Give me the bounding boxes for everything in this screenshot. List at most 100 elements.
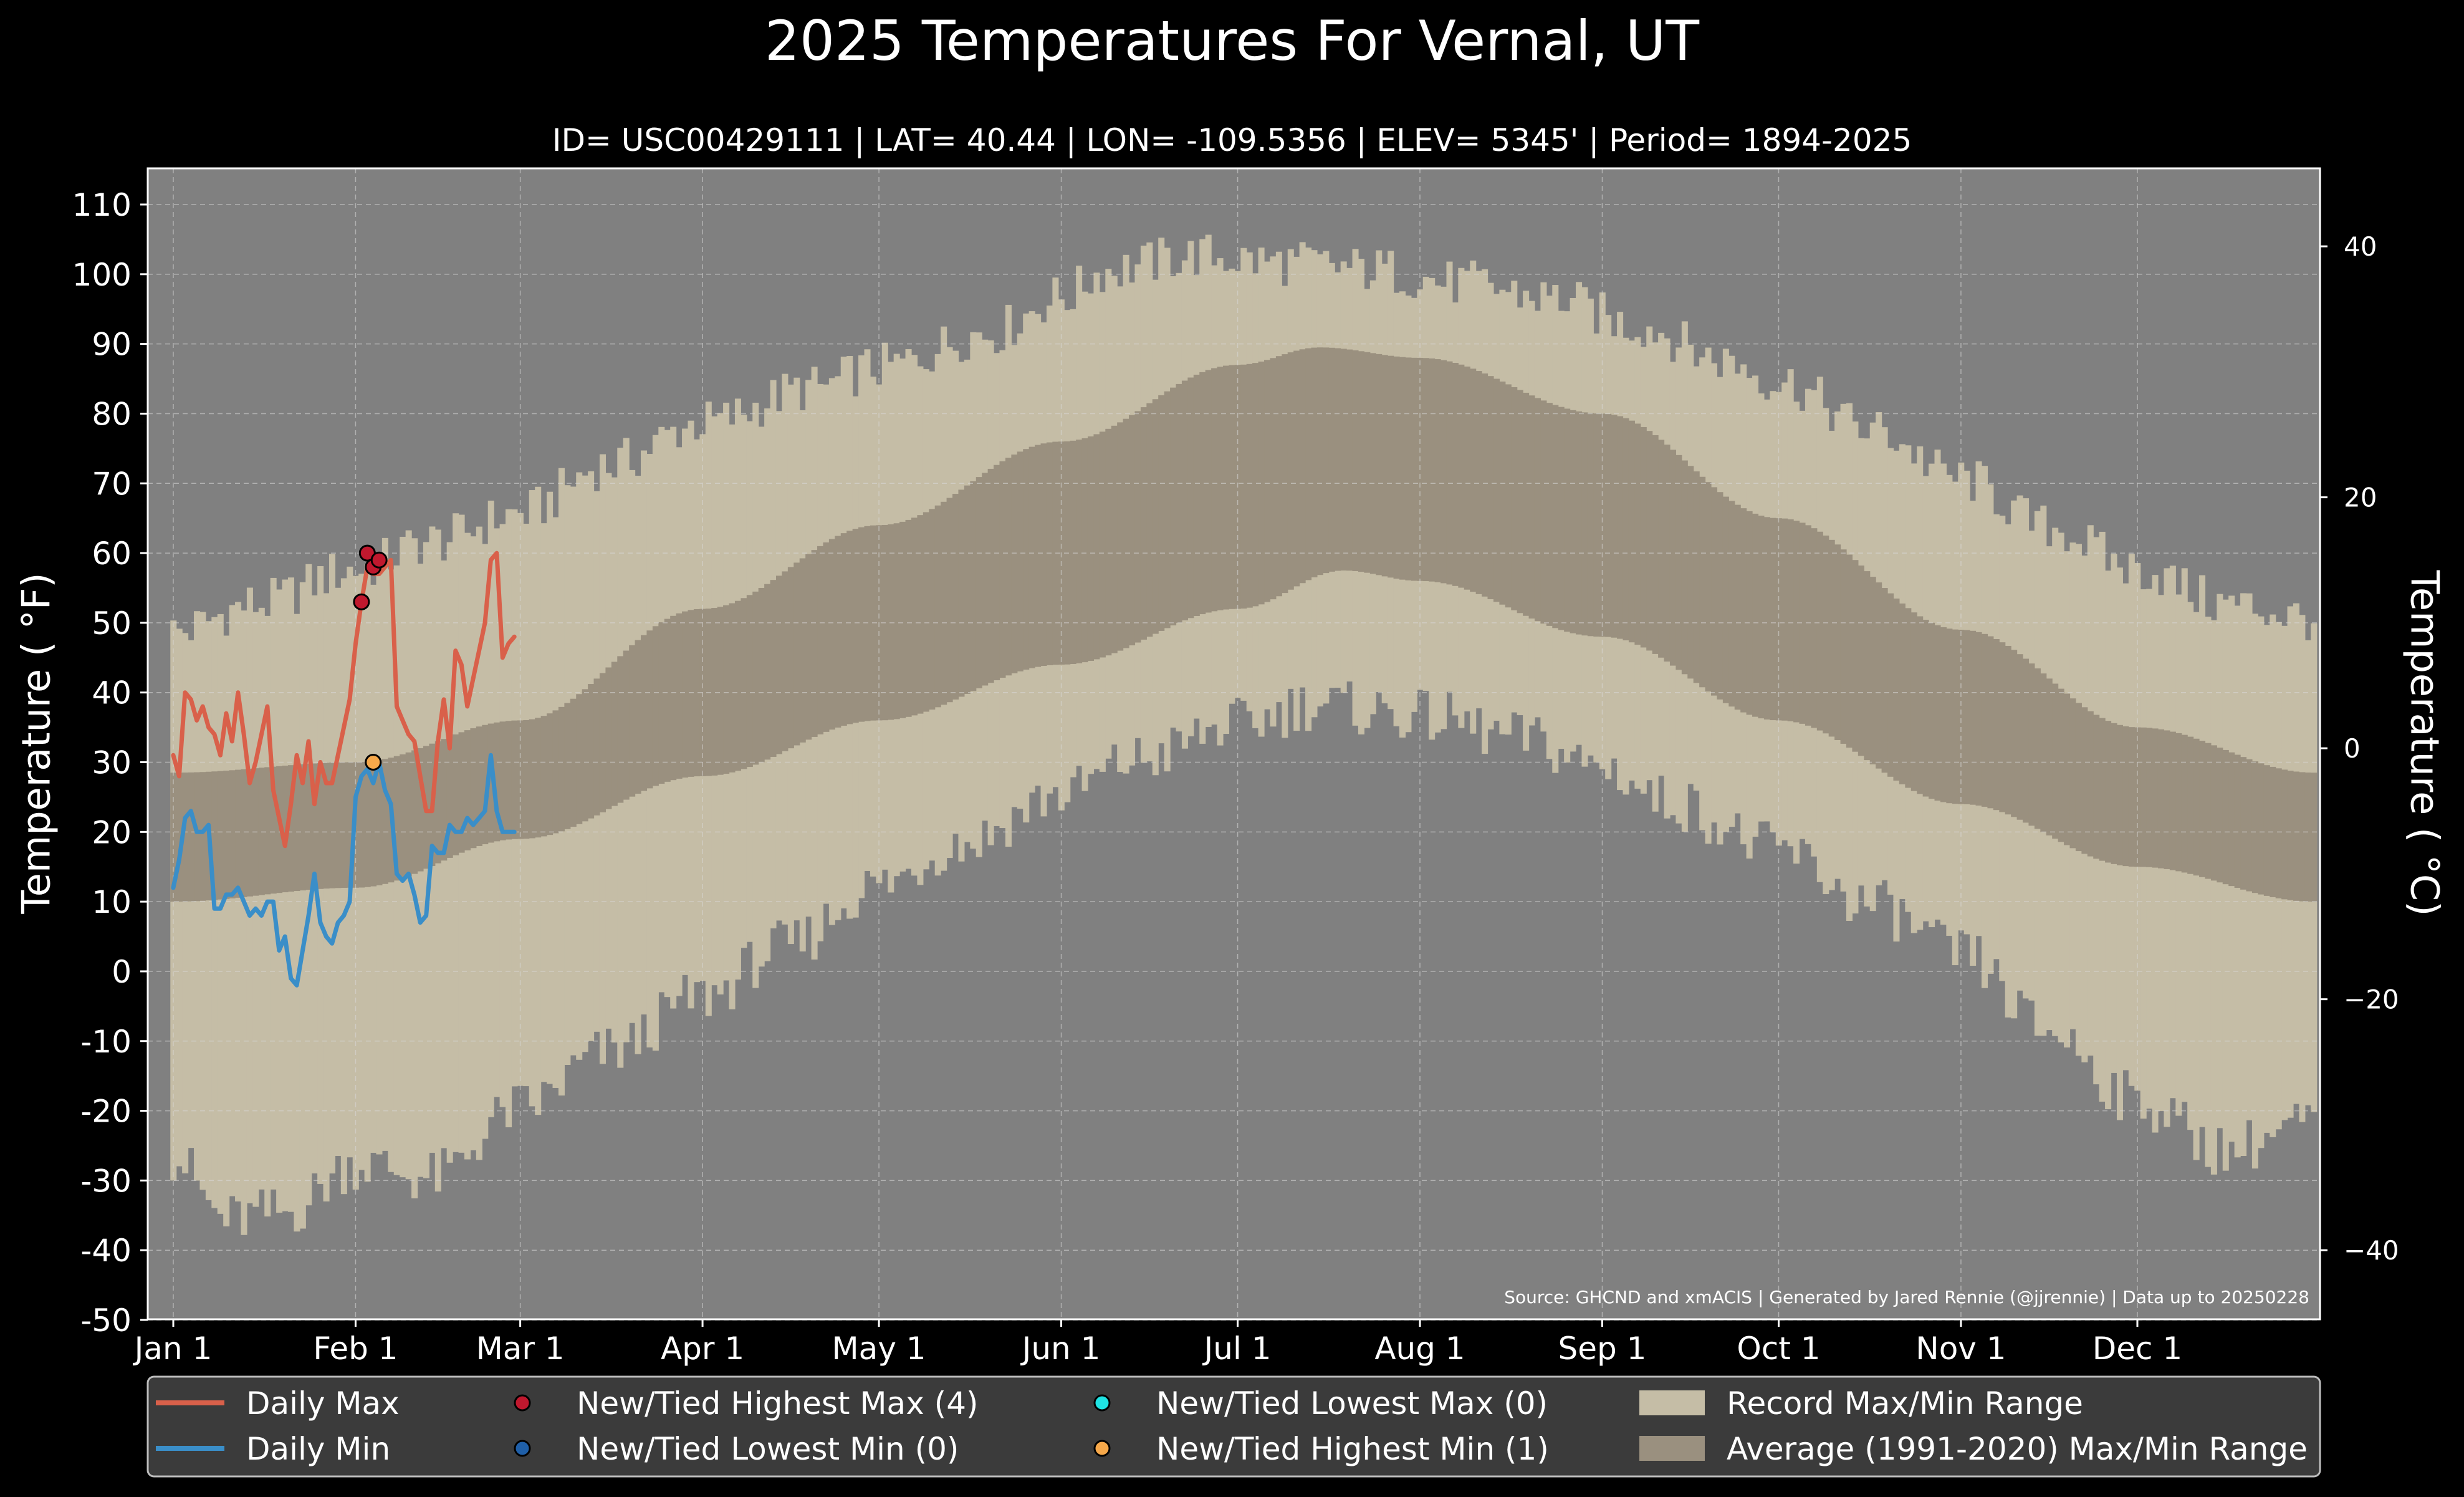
normal-range-bar bbox=[1275, 356, 1282, 597]
normal-range-bar bbox=[1422, 358, 1429, 582]
normal-range-bar bbox=[1652, 435, 1659, 654]
normal-range-bar bbox=[2228, 752, 2235, 887]
normal-range-bar bbox=[593, 678, 600, 816]
normal-range-bar bbox=[958, 489, 965, 697]
normal-range-bar bbox=[911, 517, 918, 716]
normal-range-bar bbox=[2175, 733, 2182, 872]
normal-range-bar bbox=[2169, 731, 2176, 870]
normal-range-bar bbox=[535, 718, 542, 838]
normal-range-bar bbox=[217, 771, 224, 900]
normal-range-bar bbox=[434, 741, 441, 864]
normal-range-bar bbox=[311, 763, 318, 890]
normal-range-bar bbox=[1328, 347, 1335, 572]
normal-range-bar bbox=[1975, 632, 1982, 806]
normal-range-bar bbox=[499, 721, 506, 840]
normal-range-bar bbox=[1599, 413, 1606, 637]
normal-range-bar bbox=[664, 619, 671, 782]
record-range-bar bbox=[241, 610, 247, 1235]
normal-range-bar bbox=[1264, 360, 1271, 602]
normal-range-bar bbox=[2311, 773, 2318, 902]
normal-range-bar bbox=[2128, 727, 2135, 867]
normal-range-bar bbox=[982, 473, 989, 686]
normal-range-bar bbox=[2234, 754, 2241, 888]
plot-frame bbox=[146, 167, 2321, 1321]
normal-range-bar bbox=[758, 587, 765, 763]
normal-range-bar bbox=[1929, 622, 1935, 799]
normal-range-bar bbox=[688, 610, 694, 777]
normal-range-bar bbox=[1129, 415, 1136, 646]
normal-range-bar bbox=[746, 595, 753, 768]
normal-range-bar bbox=[1940, 627, 1947, 802]
normal-range-bar bbox=[317, 763, 324, 889]
normal-range-bar bbox=[676, 613, 683, 779]
normal-range-bar bbox=[2287, 771, 2294, 900]
normal-range-bar bbox=[1669, 450, 1677, 666]
normal-range-bar bbox=[1999, 642, 2006, 812]
normal-range-bar bbox=[1487, 376, 1494, 599]
normal-range-bar bbox=[1987, 636, 1994, 809]
normal-range-bar bbox=[835, 536, 841, 728]
y-tick-label-left: 0 bbox=[112, 954, 132, 990]
normal-range-bar bbox=[846, 531, 853, 724]
normal-range-bar bbox=[2040, 673, 2047, 832]
normal-range-bar bbox=[864, 526, 871, 721]
normal-range-bar bbox=[2064, 693, 2071, 845]
legend-new-lowest-max-swatch bbox=[1093, 1394, 1111, 1412]
normal-range-bar bbox=[552, 710, 559, 834]
normal-range-bar bbox=[323, 763, 330, 889]
normal-range-bar bbox=[693, 609, 700, 777]
normal-range-bar bbox=[1388, 355, 1394, 578]
x-tick-label: Jan 1 bbox=[133, 1331, 213, 1367]
normal-range-bar bbox=[1252, 363, 1259, 607]
normal-range-bar bbox=[1311, 347, 1318, 577]
normal-range-bar bbox=[1981, 633, 1988, 807]
normal-range-bar bbox=[294, 764, 300, 892]
normal-range-bar bbox=[682, 611, 689, 778]
normal-range-bar bbox=[1222, 365, 1230, 610]
normal-range-bar bbox=[929, 509, 936, 710]
normal-range-bar bbox=[376, 760, 383, 885]
normal-range-bar bbox=[2011, 650, 2018, 817]
normal-range-bar bbox=[1711, 487, 1718, 696]
record-range-bar bbox=[287, 577, 294, 1212]
normal-range-bar bbox=[1887, 593, 1894, 777]
normal-range-bar bbox=[2005, 645, 2011, 815]
normal-range-bar bbox=[1952, 629, 1958, 804]
normal-range-bar bbox=[170, 773, 177, 902]
normal-range-bar bbox=[805, 554, 812, 740]
normal-range-bar bbox=[617, 656, 624, 803]
normal-range-bar bbox=[223, 771, 230, 899]
normal-range-bar bbox=[611, 662, 618, 806]
normal-range-bar bbox=[1040, 443, 1047, 667]
normal-range-bar bbox=[623, 650, 630, 800]
normal-range-bar bbox=[2152, 728, 2159, 868]
record-range-bar bbox=[276, 589, 283, 1213]
normal-range-bar bbox=[1852, 560, 1859, 752]
normal-range-bar bbox=[1211, 368, 1218, 612]
normal-range-bar bbox=[1946, 628, 1953, 804]
normal-range-bar bbox=[1323, 347, 1330, 574]
x-tick-label: Jul 1 bbox=[1202, 1331, 1272, 1367]
y-tick-label-left: 60 bbox=[92, 536, 132, 572]
normal-range-bar bbox=[1699, 476, 1706, 688]
normal-range-bar bbox=[482, 724, 489, 845]
normal-range-bar bbox=[2146, 728, 2153, 867]
normal-range-bar bbox=[1217, 367, 1224, 610]
normal-range-bar bbox=[2016, 654, 2023, 820]
normal-range-bar bbox=[1369, 353, 1376, 574]
legend-box bbox=[146, 1375, 2321, 1478]
normal-range-bar bbox=[1152, 399, 1159, 634]
record-range-bar bbox=[282, 579, 289, 1211]
chart-title: 2025 Temperatures For Vernal, UT bbox=[764, 9, 1700, 73]
y-tick-label-left: -30 bbox=[80, 1163, 132, 1199]
normal-range-bar bbox=[741, 598, 747, 769]
normal-range-bar bbox=[1728, 501, 1735, 707]
normal-range-bar bbox=[1011, 455, 1018, 673]
normal-range-bar bbox=[588, 684, 595, 819]
x-tick-label: Oct 1 bbox=[1737, 1331, 1820, 1367]
normal-range-bar bbox=[1305, 348, 1312, 580]
normal-range-bar bbox=[770, 580, 777, 757]
x-tick-label: Mar 1 bbox=[476, 1331, 565, 1367]
legend-new-lowest-min-label: New/Tied Lowest Min (0) bbox=[577, 1431, 959, 1467]
